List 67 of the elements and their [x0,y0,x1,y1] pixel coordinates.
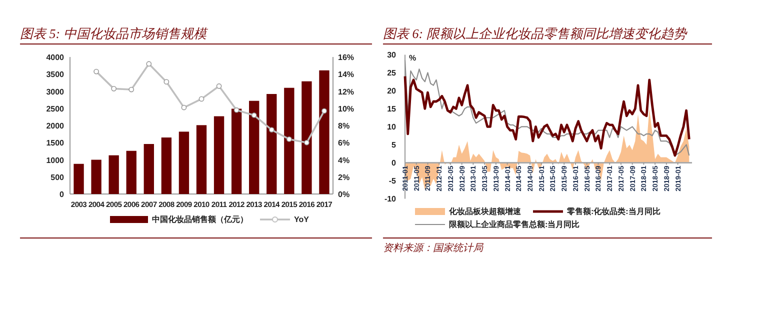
y-tick-label: 2000 [46,122,65,130]
point [268,127,274,132]
point [216,83,222,89]
y2-tick-label: 6% [338,138,350,148]
y-tick-label: 15 [387,104,397,114]
point [286,136,292,142]
point [322,108,327,114]
bar [319,70,330,194]
y-tick-label: 0 [60,190,65,199]
line-series [404,60,690,156]
bar [302,81,312,194]
y-tick-label: 1000 [46,156,65,165]
y-tick-label: 0 [392,158,397,168]
point [111,86,117,92]
y-tick-label: 30 [387,50,397,60]
y-tick-label: 20 [387,86,397,96]
y2-tick-label: 16% [338,53,354,62]
point [251,112,257,118]
y-tick-label: 1500 [46,138,65,148]
y-tick-label: 500 [50,172,65,182]
legend-label: YoY [294,215,310,224]
y2-tick-label: 2% [338,172,350,182]
legend-label: 化妆品板块超额增速 [448,207,522,216]
point [146,61,152,67]
point [128,86,134,92]
bar [91,160,102,194]
text: 资料来源：国家统计局 [383,242,484,254]
bar [161,137,172,194]
bar [284,88,294,194]
y2-tick-label: 8% [338,122,350,130]
point [181,104,187,110]
y2-tick-label: 0% [338,190,350,199]
point [304,140,310,146]
y-tick-label: 4000 [46,53,65,62]
bar [266,94,277,194]
chart-title: 图表 5: 中国化妆品市场销售规模 [20,26,208,41]
point [164,79,170,85]
point [198,96,204,102]
bar [231,108,242,194]
bar [178,132,190,194]
y-tick-label: -5 [388,176,397,186]
y-tick-label: 3000 [46,87,65,96]
point [94,68,99,74]
y-tick-label: 25 [387,68,397,78]
y2-tick-label: 14% [338,70,354,80]
y-tick-label: 10 [387,122,397,132]
legend-label: 零售额:化妆品类:当月同比 [566,207,660,216]
legend-label: 限额以上企业商品零售总额:当月同比 [449,219,580,229]
y2-tick-label: 12% [338,87,354,96]
y2-tick-label: 10% [338,104,354,114]
y-tick-label: -10 [384,194,397,204]
y-tick-label: 2500 [46,104,65,114]
point [234,107,240,113]
line-series [404,75,690,157]
y2-tick-label: 4% [338,156,350,165]
legend-label: 中国化妆品销售额（亿元） [152,215,248,224]
bar [144,144,154,194]
bar [249,100,260,194]
bar [126,150,136,194]
bar [196,125,207,194]
y-tick-label: 3500 [46,70,65,80]
y-tick-label: 5 [392,140,397,150]
y-axis-title: % [409,54,416,63]
bar [108,155,119,194]
chart-title: 图表 6: 限额以上企业化妆品零售额同比增速变化趋势 [383,26,688,41]
bar [214,116,224,194]
bar [74,164,84,194]
